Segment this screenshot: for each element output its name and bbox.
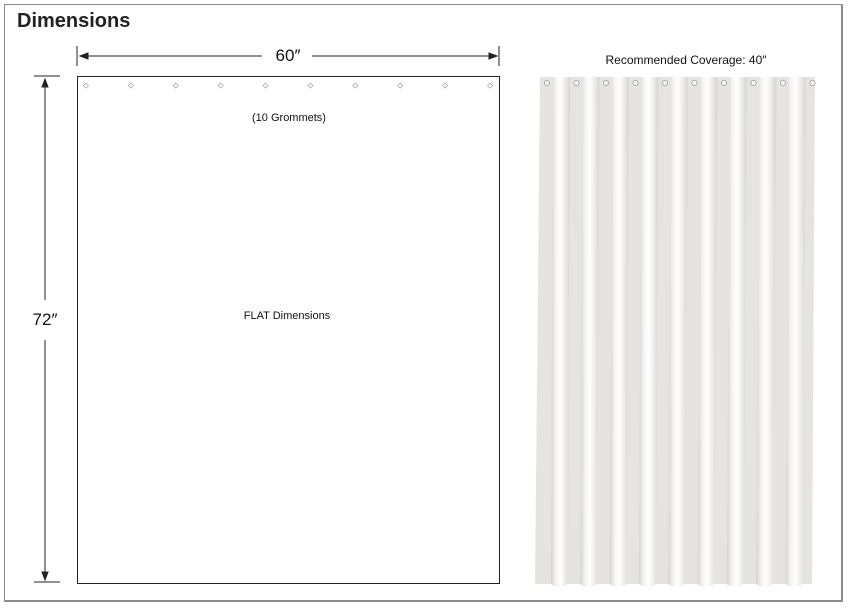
curtain-fold [609, 77, 629, 587]
grommet-icon [691, 80, 698, 87]
curtain-fold [697, 77, 718, 587]
curtain-fold [726, 77, 747, 587]
curtain-fold [785, 77, 806, 587]
grommet-icon [172, 82, 179, 89]
grommet-icon [397, 82, 404, 89]
height-label: 72″ [32, 306, 58, 334]
curtain-fold [756, 77, 777, 587]
grommet-icon [307, 82, 314, 89]
grommet-icon [573, 80, 580, 87]
curtain-fold [580, 77, 600, 587]
width-dimension-line [76, 46, 500, 66]
grommet-icon [721, 80, 728, 87]
flat-dimensions-label: FLAT Dimensions [243, 310, 331, 322]
curtain-fold [668, 77, 688, 587]
diagram-frame [4, 4, 843, 602]
grommet-icon [750, 80, 757, 87]
grommet-icon [662, 80, 669, 87]
grommet-icon [127, 82, 134, 89]
grommet-icon [217, 82, 224, 89]
grommet-icon [82, 82, 90, 89]
flat-curtain-outline [77, 76, 500, 584]
grommets-label: (10 Grommets) [252, 112, 326, 124]
grommet-icon [780, 80, 787, 87]
grommet-icon [603, 80, 610, 87]
curtain-fold [638, 77, 659, 587]
grommet-icon [486, 82, 494, 89]
coverage-label: Recommended Coverage: 40″ [605, 53, 767, 67]
grommet-icon [352, 82, 359, 89]
page-title: Dimensions [17, 10, 131, 32]
grommet-icon [809, 80, 816, 87]
grommet-icon [632, 80, 639, 87]
grommet-icon [442, 82, 449, 89]
curtain-fold [551, 77, 570, 587]
grommet-icon [544, 80, 551, 87]
flat-grommets [82, 82, 494, 89]
hung-curtain-illustration [535, 77, 816, 587]
height-dimension-line [34, 75, 60, 583]
grommet-icon [262, 82, 269, 89]
width-label: 60″ [275, 46, 301, 65]
